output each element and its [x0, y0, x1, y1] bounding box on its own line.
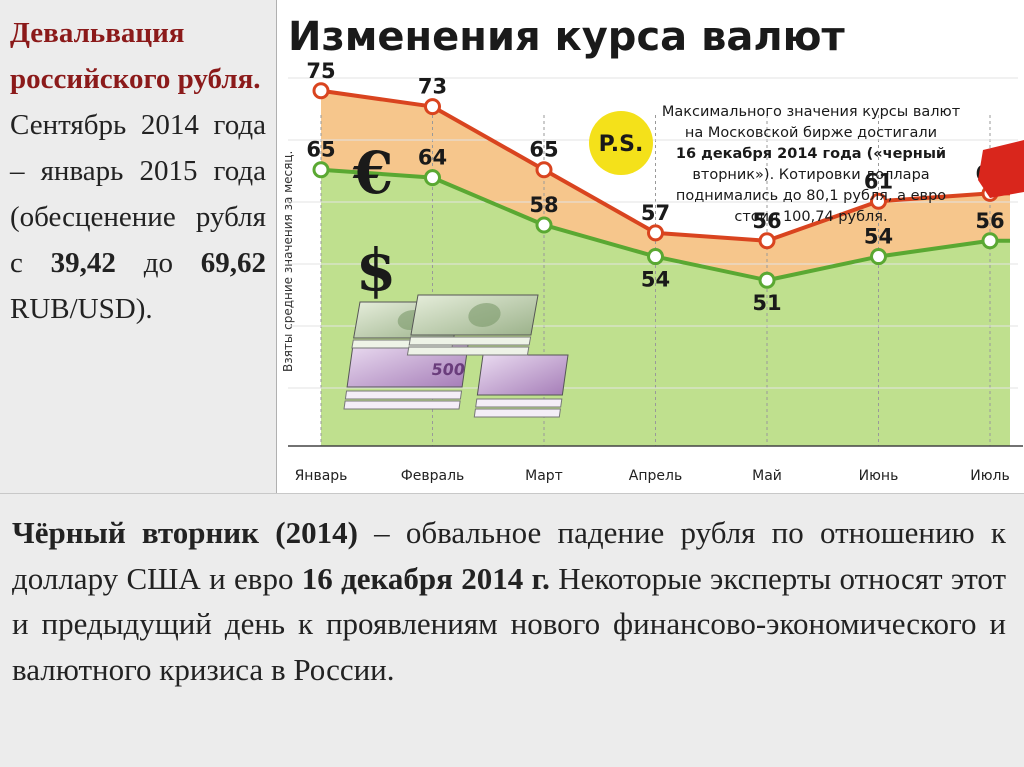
euro-symbol: € — [352, 139, 393, 207]
left-title: Девальвация российского рубля. — [10, 17, 261, 95]
annotation-line: стоил 100,74 рубля. — [734, 209, 887, 225]
data-point — [758, 232, 776, 250]
bottom-part1: – обвальное падение рубля по отношению к… — [12, 515, 1006, 596]
data-point — [981, 232, 999, 250]
series-line — [320, 167, 1010, 283]
data-label: 57 — [641, 201, 670, 225]
annotation-line: 16 декабря 2014 года («черный — [676, 146, 946, 162]
left-body-prefix: Сентябрь 2014 года – январь 2015 года (о… — [10, 109, 266, 279]
left-middle: до — [143, 247, 173, 279]
series-line — [320, 88, 1010, 243]
x-tick-label: Июль — [970, 468, 1009, 484]
data-point — [312, 82, 330, 100]
bottom-paragraph: Чёрный вторник (2014) – обвальное падени… — [12, 510, 1006, 692]
data-label: 75 — [306, 59, 335, 83]
bottom-panel: Чёрный вторник (2014) – обвальное падени… — [0, 493, 1024, 767]
money-stack-illustration: 500 — [343, 294, 569, 418]
data-point — [758, 271, 776, 289]
data-point — [535, 161, 553, 179]
data-point — [424, 98, 441, 116]
x-tick-label: Январь — [295, 468, 348, 484]
euro-area — [321, 90, 1010, 281]
publisher-logo-icon — [978, 140, 1024, 198]
data-label: 65 — [529, 138, 558, 162]
chart-y-axis-label: Взяты средние значения за месяц. — [281, 151, 295, 372]
x-tick-label: Февраль — [401, 468, 465, 484]
data-point — [424, 169, 441, 187]
annotation-line: поднимались до 80,1 рубля, а евро — [676, 188, 946, 204]
x-tick-label: Март — [525, 468, 563, 484]
currency-chart: Изменения курса валют Взяты средние знач… — [281, 14, 1024, 484]
bottom-part2: Некоторые эксперты относят этот и предыд… — [12, 560, 1007, 687]
data-point — [312, 161, 330, 179]
data-point — [870, 192, 887, 210]
data-point — [647, 224, 664, 242]
ps-badge — [589, 111, 653, 175]
left-from-value: 39,42 — [50, 247, 116, 279]
dollar-symbol: $ — [356, 236, 396, 304]
annotation-line: Максимального значения курсы валют — [662, 104, 961, 120]
left-to-value: 69,62 — [200, 247, 267, 279]
chart-title: Изменения курса валют — [288, 14, 846, 60]
ps-badge-label: P.S. — [599, 132, 644, 157]
left-suffix: RUB/USD). — [10, 293, 153, 325]
annotation-line: на Московской бирже достигали — [685, 125, 937, 141]
data-label: 61 — [864, 169, 893, 193]
data-point — [647, 248, 664, 266]
left-panel: Девальвация российского рубля. Сентябрь … — [0, 0, 277, 493]
x-tick-label: Май — [752, 468, 782, 484]
annotation-line: вторник»). Котировки доллара — [692, 167, 929, 183]
data-label: 54 — [641, 268, 670, 292]
bottom-date: 16 декабря 2014 г. — [301, 560, 550, 596]
chart-panel: Изменения курса валют Взяты средние знач… — [278, 0, 1024, 493]
data-label: 56 — [752, 209, 781, 233]
data-label: 58 — [529, 193, 558, 217]
bottom-term: Чёрный вторник (2014) — [12, 515, 358, 550]
data-label: 56 — [975, 209, 1004, 233]
data-label: 73 — [418, 75, 447, 99]
data-point — [535, 216, 553, 234]
data-label: 54 — [864, 225, 893, 249]
svg-text:500: 500 — [430, 360, 466, 379]
x-tick-label: Июнь — [859, 468, 899, 484]
data-label: 64 — [418, 146, 447, 170]
data-label: 51 — [752, 291, 781, 315]
left-body: Сентябрь 2014 года – январь 2015 года (о… — [10, 102, 266, 332]
data-label: 65 — [306, 138, 335, 162]
x-tick-label: Апрель — [629, 468, 682, 484]
data-point — [870, 248, 887, 266]
